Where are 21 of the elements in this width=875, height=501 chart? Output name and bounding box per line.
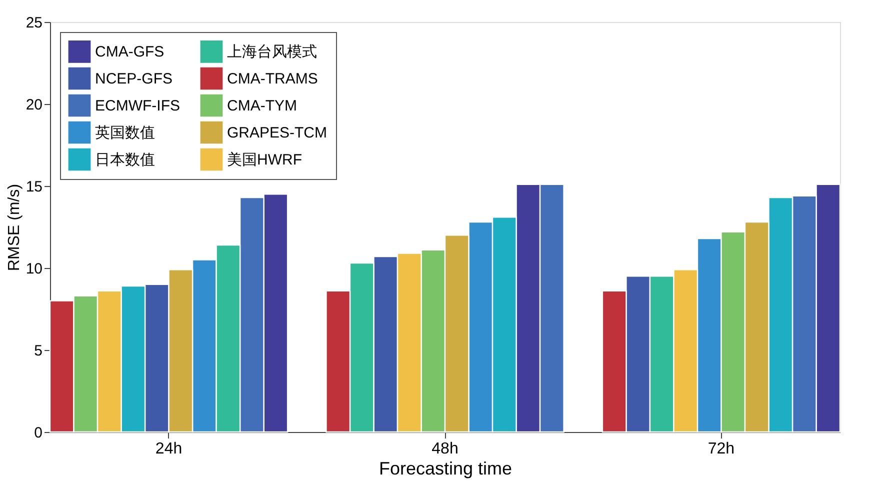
y-tick-label: 10 (26, 260, 42, 278)
y-tick-label: 25 (26, 14, 42, 32)
legend-label: 英国数值 (95, 124, 155, 142)
y-tick-label: 5 (34, 342, 42, 360)
legend-label: NCEP-GFS (95, 70, 173, 88)
x-tick-label: 24h (155, 440, 182, 458)
y-tick-label: 0 (34, 424, 42, 442)
y-tick-label: 20 (26, 96, 42, 114)
legend-label: CMA-TYM (227, 98, 297, 114)
x-tick-label: 48h (432, 440, 458, 458)
y-tick-label: 15 (26, 178, 42, 196)
legend-label: 日本数值 (95, 152, 155, 168)
x-tick-label: 72h (708, 440, 735, 458)
legend-label: 上海台风模式 (227, 44, 317, 61)
y-axis-title: RMSE (m/s) (6, 184, 23, 272)
legend-label: CMA-TRAMS (227, 70, 318, 88)
legend-label: 美国HWRF (227, 152, 302, 168)
legend-label: ECMWF-IFS (95, 98, 180, 114)
x-axis-title: Forecasting time (378, 458, 512, 478)
legend-label: CMA-GFS (95, 44, 164, 61)
legend-label: GRAPES-TCM (227, 124, 328, 142)
